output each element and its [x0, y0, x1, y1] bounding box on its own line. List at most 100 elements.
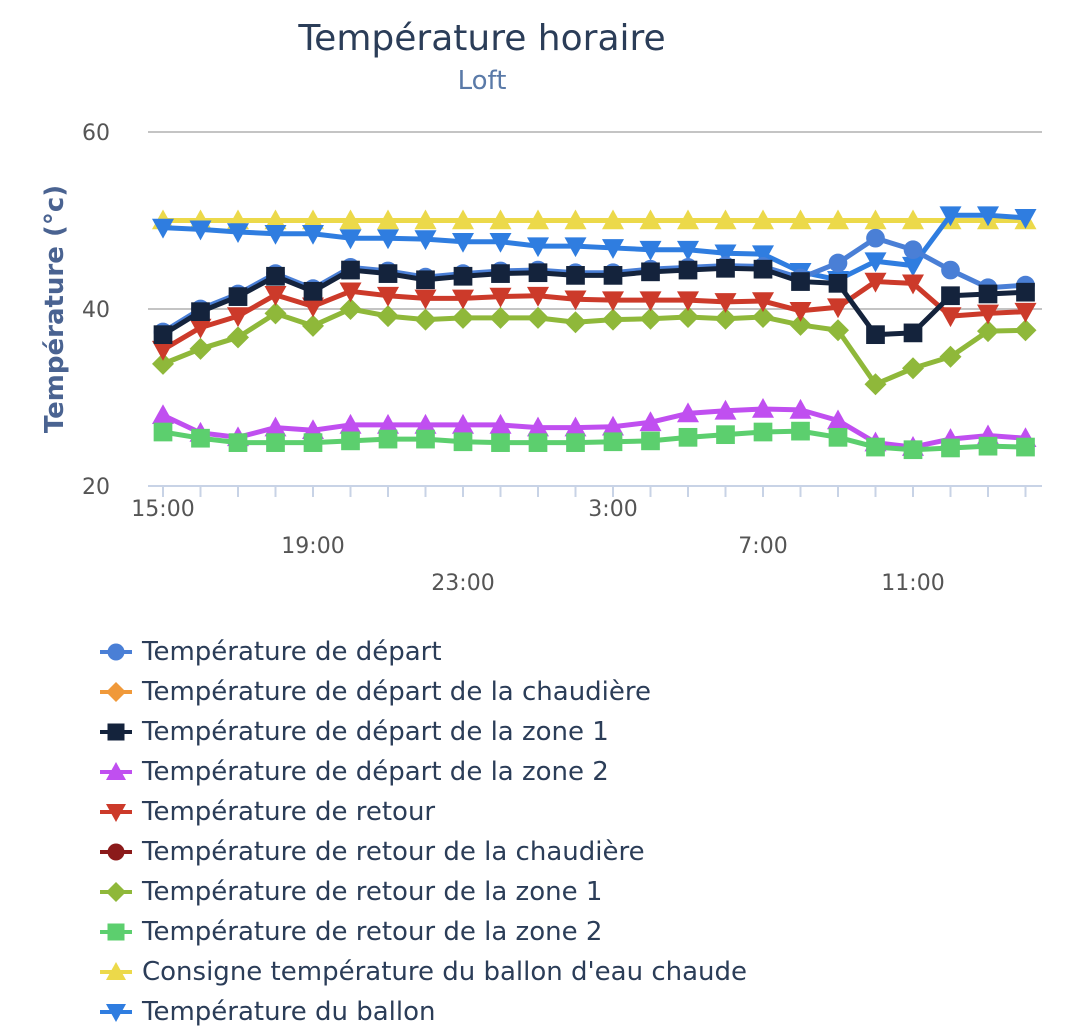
legend-item[interactable]: Consigne température du ballon d'eau cha… [100, 952, 747, 992]
data-point[interactable] [566, 433, 585, 452]
data-point[interactable] [864, 373, 887, 396]
data-point[interactable] [564, 237, 587, 258]
data-point[interactable] [566, 266, 585, 285]
data-point[interactable] [639, 307, 662, 330]
data-point[interactable] [266, 266, 285, 286]
data-point[interactable] [752, 305, 774, 328]
legend-item[interactable]: Température du ballon [100, 992, 747, 1032]
data-point[interactable] [639, 240, 662, 261]
data-point[interactable] [489, 413, 512, 434]
data-point[interactable] [677, 402, 699, 423]
data-point[interactable] [789, 209, 812, 230]
data-point[interactable] [828, 253, 848, 273]
data-point[interactable] [377, 305, 399, 328]
data-point[interactable] [827, 298, 849, 319]
data-point[interactable] [227, 307, 249, 328]
data-point[interactable] [489, 232, 512, 253]
data-point[interactable] [228, 287, 248, 306]
data-point[interactable] [414, 209, 437, 230]
data-point[interactable] [341, 431, 360, 451]
data-point[interactable] [903, 240, 923, 260]
data-point[interactable] [264, 416, 287, 437]
data-point[interactable] [489, 306, 512, 329]
data-point[interactable] [302, 209, 324, 230]
data-point[interactable] [564, 290, 587, 311]
data-point[interactable] [602, 209, 624, 230]
data-point[interactable] [716, 258, 735, 278]
data-point[interactable] [153, 325, 173, 345]
data-point[interactable] [602, 239, 624, 259]
data-point[interactable] [602, 308, 624, 331]
data-point[interactable] [639, 411, 662, 432]
data-point[interactable] [564, 209, 587, 230]
data-point[interactable] [453, 266, 473, 286]
data-point[interactable] [339, 413, 362, 434]
data-point[interactable] [527, 237, 549, 258]
data-point[interactable] [941, 286, 960, 306]
data-point[interactable] [452, 232, 474, 253]
data-point[interactable] [191, 428, 210, 448]
data-point[interactable] [189, 337, 212, 360]
data-point[interactable] [528, 263, 548, 283]
data-point[interactable] [452, 289, 474, 310]
data-point[interactable] [978, 284, 998, 304]
data-point[interactable] [714, 293, 737, 313]
data-point[interactable] [864, 252, 887, 273]
data-point[interactable] [378, 264, 398, 283]
data-point[interactable] [341, 260, 360, 280]
data-point[interactable] [1016, 437, 1035, 457]
data-point[interactable] [264, 209, 287, 230]
data-point[interactable] [752, 245, 774, 266]
data-point[interactable] [266, 433, 285, 452]
data-point[interactable] [227, 223, 249, 244]
data-point[interactable] [977, 304, 999, 325]
data-point[interactable] [489, 209, 512, 230]
data-point[interactable] [941, 260, 960, 280]
data-point[interactable] [752, 398, 774, 418]
data-point[interactable] [828, 273, 848, 293]
data-point[interactable] [339, 282, 362, 303]
data-point[interactable] [152, 404, 174, 424]
data-point[interactable] [939, 307, 962, 328]
data-point[interactable] [339, 298, 362, 320]
data-point[interactable] [789, 398, 812, 419]
data-point[interactable] [864, 272, 887, 293]
legend-item[interactable]: Température de retour de la zone 1 [100, 872, 747, 912]
data-point[interactable] [452, 413, 474, 434]
legend-item[interactable]: Température de retour de la zone 2 [100, 912, 747, 952]
data-point[interactable] [302, 224, 324, 245]
data-point[interactable] [678, 260, 698, 280]
data-point[interactable] [677, 240, 699, 261]
data-point[interactable] [978, 436, 998, 456]
data-point[interactable] [339, 229, 362, 250]
data-point[interactable] [828, 427, 848, 447]
data-point[interactable] [903, 440, 923, 460]
data-point[interactable] [564, 311, 587, 334]
data-point[interactable] [378, 429, 398, 449]
data-point[interactable] [227, 326, 249, 349]
data-point[interactable] [1016, 282, 1035, 302]
data-point[interactable] [602, 291, 624, 312]
data-point[interactable] [527, 416, 549, 437]
data-point[interactable] [264, 286, 287, 306]
data-point[interactable] [603, 266, 623, 285]
data-point[interactable] [866, 437, 885, 457]
data-point[interactable] [977, 320, 999, 343]
data-point[interactable] [714, 399, 737, 420]
data-point[interactable] [527, 209, 549, 230]
data-point[interactable] [527, 306, 549, 329]
data-point[interactable] [152, 340, 174, 361]
data-point[interactable] [303, 433, 323, 452]
data-point[interactable] [414, 413, 437, 434]
data-point[interactable] [339, 209, 362, 230]
data-point[interactable] [866, 325, 885, 345]
data-point[interactable] [377, 413, 399, 434]
data-point[interactable] [1014, 319, 1037, 342]
data-point[interactable] [714, 244, 737, 265]
data-point[interactable] [414, 230, 437, 251]
data-point[interactable] [789, 301, 812, 322]
data-point[interactable] [491, 264, 510, 283]
legend-item[interactable]: Température de retour de la chaudière [100, 832, 747, 872]
data-point[interactable] [1014, 302, 1037, 323]
data-point[interactable] [714, 209, 737, 230]
